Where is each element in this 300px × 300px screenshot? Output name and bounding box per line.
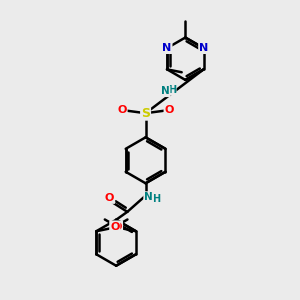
Text: N: N (144, 192, 153, 202)
Text: H: H (152, 194, 160, 204)
Text: O: O (113, 222, 122, 232)
Text: N: N (199, 43, 208, 53)
Text: N: N (162, 43, 172, 53)
Text: O: O (105, 193, 114, 203)
Text: O: O (110, 222, 119, 232)
Text: N: N (161, 86, 170, 96)
Text: H: H (168, 85, 176, 95)
Text: O: O (164, 105, 174, 115)
Text: O: O (117, 105, 127, 115)
Text: S: S (141, 107, 150, 120)
